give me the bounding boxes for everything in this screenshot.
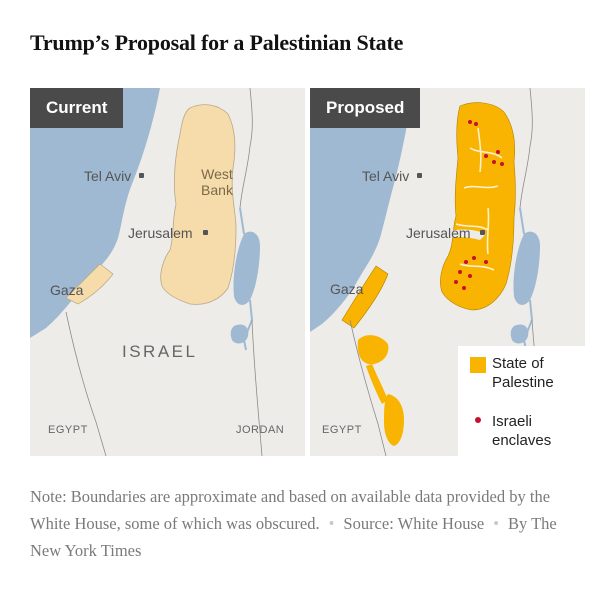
source-text: Source: White House <box>343 514 485 533</box>
israeli-enclave-dot <box>454 280 458 284</box>
negev-region-south <box>384 394 404 446</box>
dead-sea <box>233 231 260 305</box>
jerusalem-marker <box>480 230 485 235</box>
tel-aviv-label: Tel Aviv <box>84 168 132 184</box>
note-text: Note: Boundaries are approximate and bas… <box>30 487 551 533</box>
tel-aviv-label: Tel Aviv <box>362 168 410 184</box>
gaza-strip <box>65 263 114 305</box>
israeli-enclave-dot <box>464 260 468 264</box>
jordan-border <box>239 88 263 456</box>
credit-text: By The New York Times <box>30 514 557 560</box>
jerusalem-label: Jerusalem <box>128 225 193 241</box>
negev-region-north <box>357 335 389 365</box>
lower-basin <box>230 324 249 344</box>
israeli-enclave-dot <box>468 120 472 124</box>
jordan-river <box>519 207 534 351</box>
jordan-label: JORDAN <box>236 424 285 436</box>
proposed-tab-heading: Proposed <box>310 88 421 128</box>
israeli-enclaves-swatch <box>475 417 481 423</box>
proposed-map-panel: Proposed Tel Aviv Jerusalem Gaza EGYPT S… <box>310 88 585 456</box>
gaza-label: Gaza <box>50 282 84 298</box>
jerusalem-label: Jerusalem <box>406 225 471 241</box>
israeli-enclave-dot <box>484 260 488 264</box>
israeli-enclaves-legend-label: Israeli enclaves <box>492 413 552 449</box>
separator-dot: • <box>328 514 335 533</box>
egypt-border <box>65 311 107 456</box>
west-bank-label: West Bank <box>201 166 233 198</box>
tel-aviv-marker <box>417 173 422 178</box>
israeli-enclave-dot <box>474 122 478 126</box>
gaza-area-palestine <box>341 265 389 329</box>
dead-sea <box>513 231 540 305</box>
jordan-river <box>239 207 254 351</box>
state-of-palestine-swatch <box>470 357 486 373</box>
current-map-panel: Current Tel Aviv West Bank Jerusalem Gaz… <box>30 88 305 456</box>
map-legend: State of Palestine Israeli enclaves <box>458 346 585 456</box>
egypt-label: EGYPT <box>48 424 88 436</box>
israeli-enclave-dot <box>492 160 496 164</box>
current-map <box>30 88 305 456</box>
footnote: Note: Boundaries are approximate and bas… <box>30 483 590 564</box>
israeli-enclave-dot <box>472 256 476 260</box>
israeli-enclave-dot <box>496 150 500 154</box>
israel-label: ISRAEL <box>122 342 198 361</box>
israeli-enclave-markers <box>454 120 504 290</box>
mediterranean-sea <box>310 88 414 332</box>
state-of-palestine-legend-label: State of Palestine <box>492 355 554 391</box>
israeli-enclave-dot <box>500 162 504 166</box>
israeli-enclave-dot <box>462 286 466 290</box>
israeli-enclave-dot <box>468 274 472 278</box>
negev-connector <box>366 364 388 404</box>
gaza-label: Gaza <box>330 281 364 297</box>
current-tab-heading: Current <box>30 88 124 128</box>
jerusalem-marker <box>203 230 208 235</box>
tel-aviv-marker <box>139 173 144 178</box>
israeli-enclave-dot <box>484 154 488 158</box>
egypt-label: EGYPT <box>322 424 362 436</box>
egypt-border <box>349 319 387 456</box>
internal-corridors <box>455 127 503 271</box>
israeli-enclave-dot <box>458 270 462 274</box>
jerusalem-gap <box>440 229 486 240</box>
lower-basin <box>510 324 529 344</box>
mediterranean-sea <box>30 88 160 338</box>
west-bank <box>160 104 237 305</box>
separator-dot: • <box>493 514 500 533</box>
chart-title: Trump’s Proposal for a Palestinian State <box>30 30 404 55</box>
